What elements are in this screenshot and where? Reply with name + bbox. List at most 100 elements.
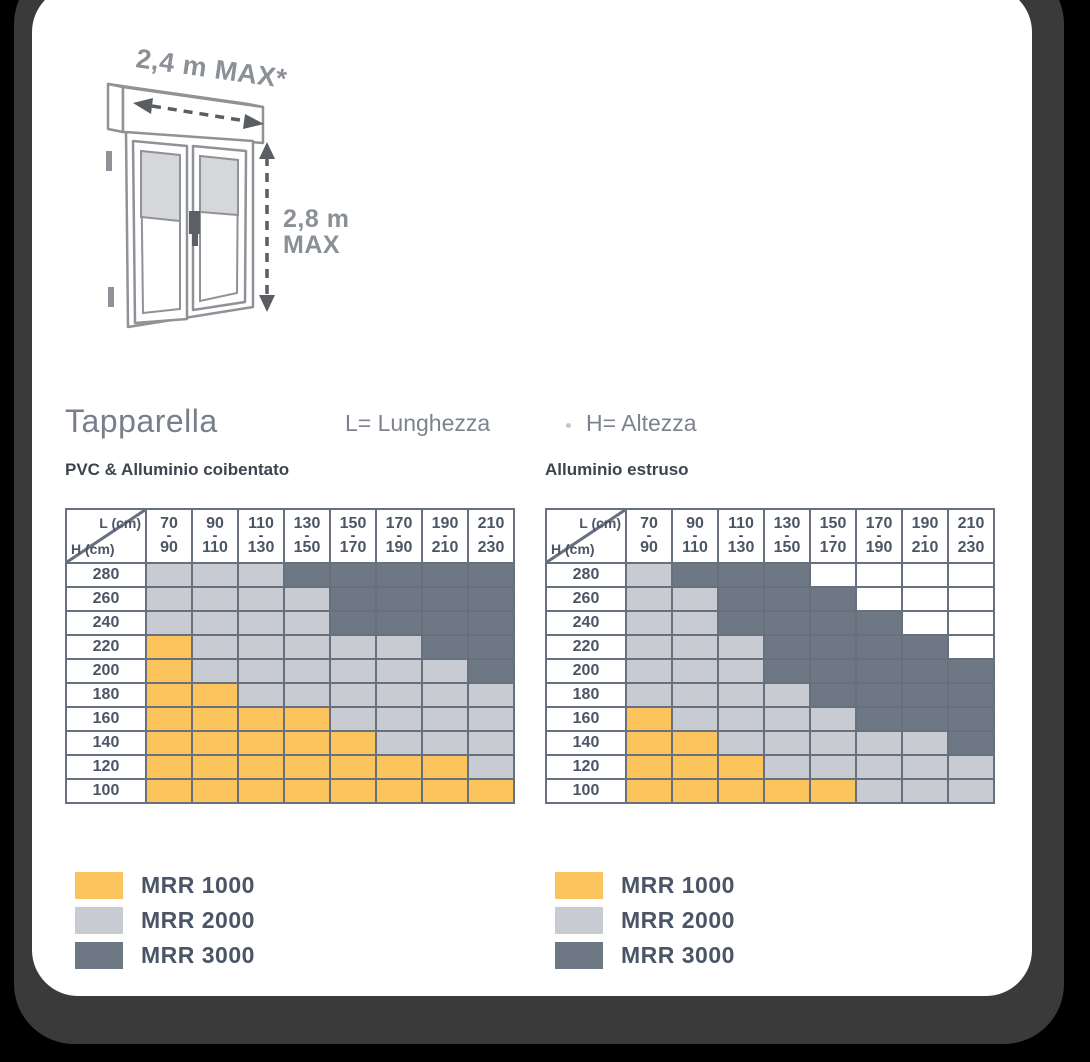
column-header: 130-150 <box>763 508 811 564</box>
matrix-cell <box>329 610 377 636</box>
matrix-cell <box>237 562 285 588</box>
matrix-cell <box>237 610 285 636</box>
row-label: 200 <box>545 658 627 684</box>
matrix-cell <box>145 634 193 660</box>
matrix-cell <box>421 562 469 588</box>
matrix-cell <box>237 586 285 612</box>
matrix-cell <box>283 658 331 684</box>
height-arrowhead-up <box>259 142 275 159</box>
legend-swatch-mrr-1000 <box>75 872 123 899</box>
matrix-cell <box>809 706 857 732</box>
legend-swatch-mrr-3000 <box>75 942 123 969</box>
column-header: 190-210 <box>421 508 469 564</box>
matrix-cell <box>237 634 285 660</box>
column-header: 170-190 <box>855 508 903 564</box>
matrix-cell <box>901 682 949 708</box>
row-label: 160 <box>65 706 147 732</box>
matrix-cell <box>191 610 239 636</box>
matrix-cell <box>671 682 719 708</box>
legend-item: MRR 3000 <box>75 942 255 969</box>
table-title-alluminio: Alluminio estruso <box>545 460 689 479</box>
matrix-cell <box>191 682 239 708</box>
hinge-top <box>106 151 112 171</box>
table-row: 140 <box>545 730 995 756</box>
table-row: 240 <box>545 610 995 636</box>
matrix-cell <box>717 610 765 636</box>
row-label: 280 <box>545 562 627 588</box>
column-header: 150-170 <box>329 508 377 564</box>
matrix-cell <box>763 778 811 804</box>
matrix-cell <box>329 730 377 756</box>
column-header: 190-210 <box>901 508 949 564</box>
column-header: 70-90 <box>625 508 673 564</box>
matrix-cell <box>671 658 719 684</box>
matrix-cell <box>375 730 423 756</box>
page-title: Tapparella <box>65 403 218 439</box>
left-shutter-curtain <box>140 149 181 223</box>
matrix-cell <box>901 730 949 756</box>
matrix-cell <box>625 682 673 708</box>
table-row: 220 <box>65 634 515 660</box>
table-row: 220 <box>545 634 995 660</box>
legend-label: MRR 3000 <box>141 942 255 968</box>
matrix-cell <box>763 610 811 636</box>
matrix-cell <box>625 586 673 612</box>
width-arrowhead-right <box>243 114 264 129</box>
height-arrowhead-down <box>259 295 275 312</box>
y-axis-label: H (cm) <box>551 541 595 557</box>
matrix-cell <box>855 706 903 732</box>
roller-box-left-face <box>106 82 125 134</box>
window-handle-stem <box>192 233 198 246</box>
width-arrowhead-left <box>133 98 153 114</box>
matrix-cell <box>763 658 811 684</box>
column-header: 90-110 <box>671 508 719 564</box>
matrix-cell <box>145 706 193 732</box>
matrix-cell <box>375 562 423 588</box>
matrix-cell <box>283 610 331 636</box>
matrix-cell <box>329 658 377 684</box>
matrix-cell <box>625 730 673 756</box>
row-label: 200 <box>65 658 147 684</box>
matrix-cell <box>145 754 193 780</box>
matrix-cell <box>283 634 331 660</box>
matrix-cell <box>901 778 949 804</box>
matrix-cell <box>717 658 765 684</box>
row-label: 240 <box>65 610 147 636</box>
matrix-cell <box>375 778 423 804</box>
table-row: 160 <box>545 706 995 732</box>
legend-swatch-mrr-2000 <box>555 907 603 934</box>
matrix-cell <box>809 730 857 756</box>
matrix-cell <box>625 754 673 780</box>
matrix-cell <box>901 610 949 636</box>
table-row: 160 <box>65 706 515 732</box>
matrix-cell <box>421 634 469 660</box>
matrix-cell <box>763 562 811 588</box>
matrix-cell <box>329 562 377 588</box>
matrix-cell <box>947 778 995 804</box>
row-label: 220 <box>65 634 147 660</box>
legend-label: MRR 2000 <box>621 907 735 933</box>
matrix-cell <box>283 754 331 780</box>
matrix-cell <box>947 562 995 588</box>
row-label: 260 <box>65 586 147 612</box>
matrix-cell <box>671 610 719 636</box>
matrix-cell <box>763 682 811 708</box>
matrix-cell <box>191 778 239 804</box>
matrix-cell <box>855 754 903 780</box>
legend-swatch-mrr-3000 <box>555 942 603 969</box>
matrix-cell <box>283 682 331 708</box>
matrix-cell <box>763 586 811 612</box>
row-label: 140 <box>65 730 147 756</box>
width-max-label: 2,4 m MAX* <box>134 43 289 94</box>
matrix-cell <box>329 754 377 780</box>
matrix-cell <box>855 682 903 708</box>
matrix-cell <box>717 706 765 732</box>
column-header: 90-110 <box>191 508 239 564</box>
matrix-cell <box>671 634 719 660</box>
matrix-cell <box>421 730 469 756</box>
matrix-cell <box>237 658 285 684</box>
row-label: 220 <box>545 634 627 660</box>
row-label: 180 <box>545 682 627 708</box>
matrix-cell <box>809 682 857 708</box>
